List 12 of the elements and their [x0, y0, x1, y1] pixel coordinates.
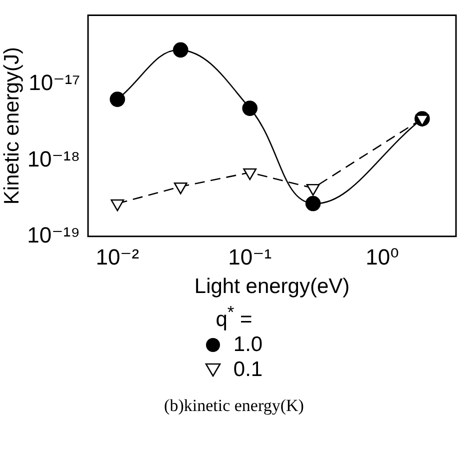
legend-title: q$^{*}$ =: [216, 301, 252, 332]
x-tick-label: 10⁻¹: [228, 244, 272, 270]
y-tick-label: 10⁻¹⁷: [28, 70, 80, 96]
legend-label: 1.0: [233, 332, 263, 357]
x-tick-label: 10⁰: [366, 244, 400, 270]
y-tick-label: 10⁻¹⁸: [27, 146, 80, 172]
x-axis-title: Light energy(eV): [194, 275, 350, 298]
text: (b)kinetic energy(K): [163, 396, 305, 416]
y-tick-label: 10⁻¹⁹: [27, 222, 80, 248]
legend-label: 0.1: [233, 357, 263, 382]
y-axis-title: Kinetic energy(J): [0, 47, 24, 205]
x-tick-label: 10⁻²: [96, 244, 140, 270]
